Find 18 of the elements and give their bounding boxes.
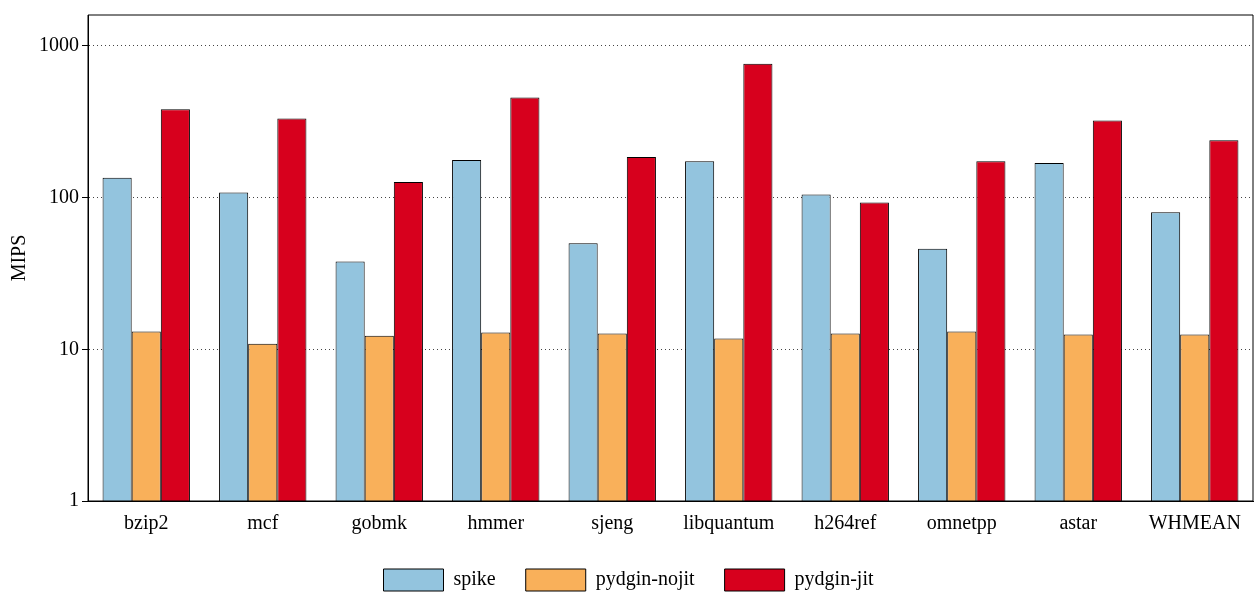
x-tick-label: hmmer <box>467 511 525 534</box>
x-tick-label: omnetpp <box>926 511 997 535</box>
x-tick-label: gobmk <box>351 511 408 535</box>
x-tick-label: astar <box>1059 511 1098 534</box>
x-tick-label: h264ref <box>814 511 877 534</box>
x-tick-label: bzip2 <box>124 511 169 535</box>
x-tick-label: WHMEAN <box>1148 511 1241 534</box>
x-tick-label: sjeng <box>591 511 634 535</box>
x-tick-label: libquantum <box>683 511 775 535</box>
x-tick-label: mcf <box>247 511 279 534</box>
y-tick-label: 100 <box>49 184 79 207</box>
legend-label: pydgin-jit <box>794 567 874 591</box>
legend-label: spike <box>453 567 496 591</box>
y-tick-label: 1 <box>69 488 79 511</box>
y-axis-title: MIPS <box>7 234 30 282</box>
y-tick-label: 10 <box>59 336 79 359</box>
y-tick-label: 1000 <box>39 33 79 56</box>
legend-label: pydgin-nojit <box>595 567 696 591</box>
